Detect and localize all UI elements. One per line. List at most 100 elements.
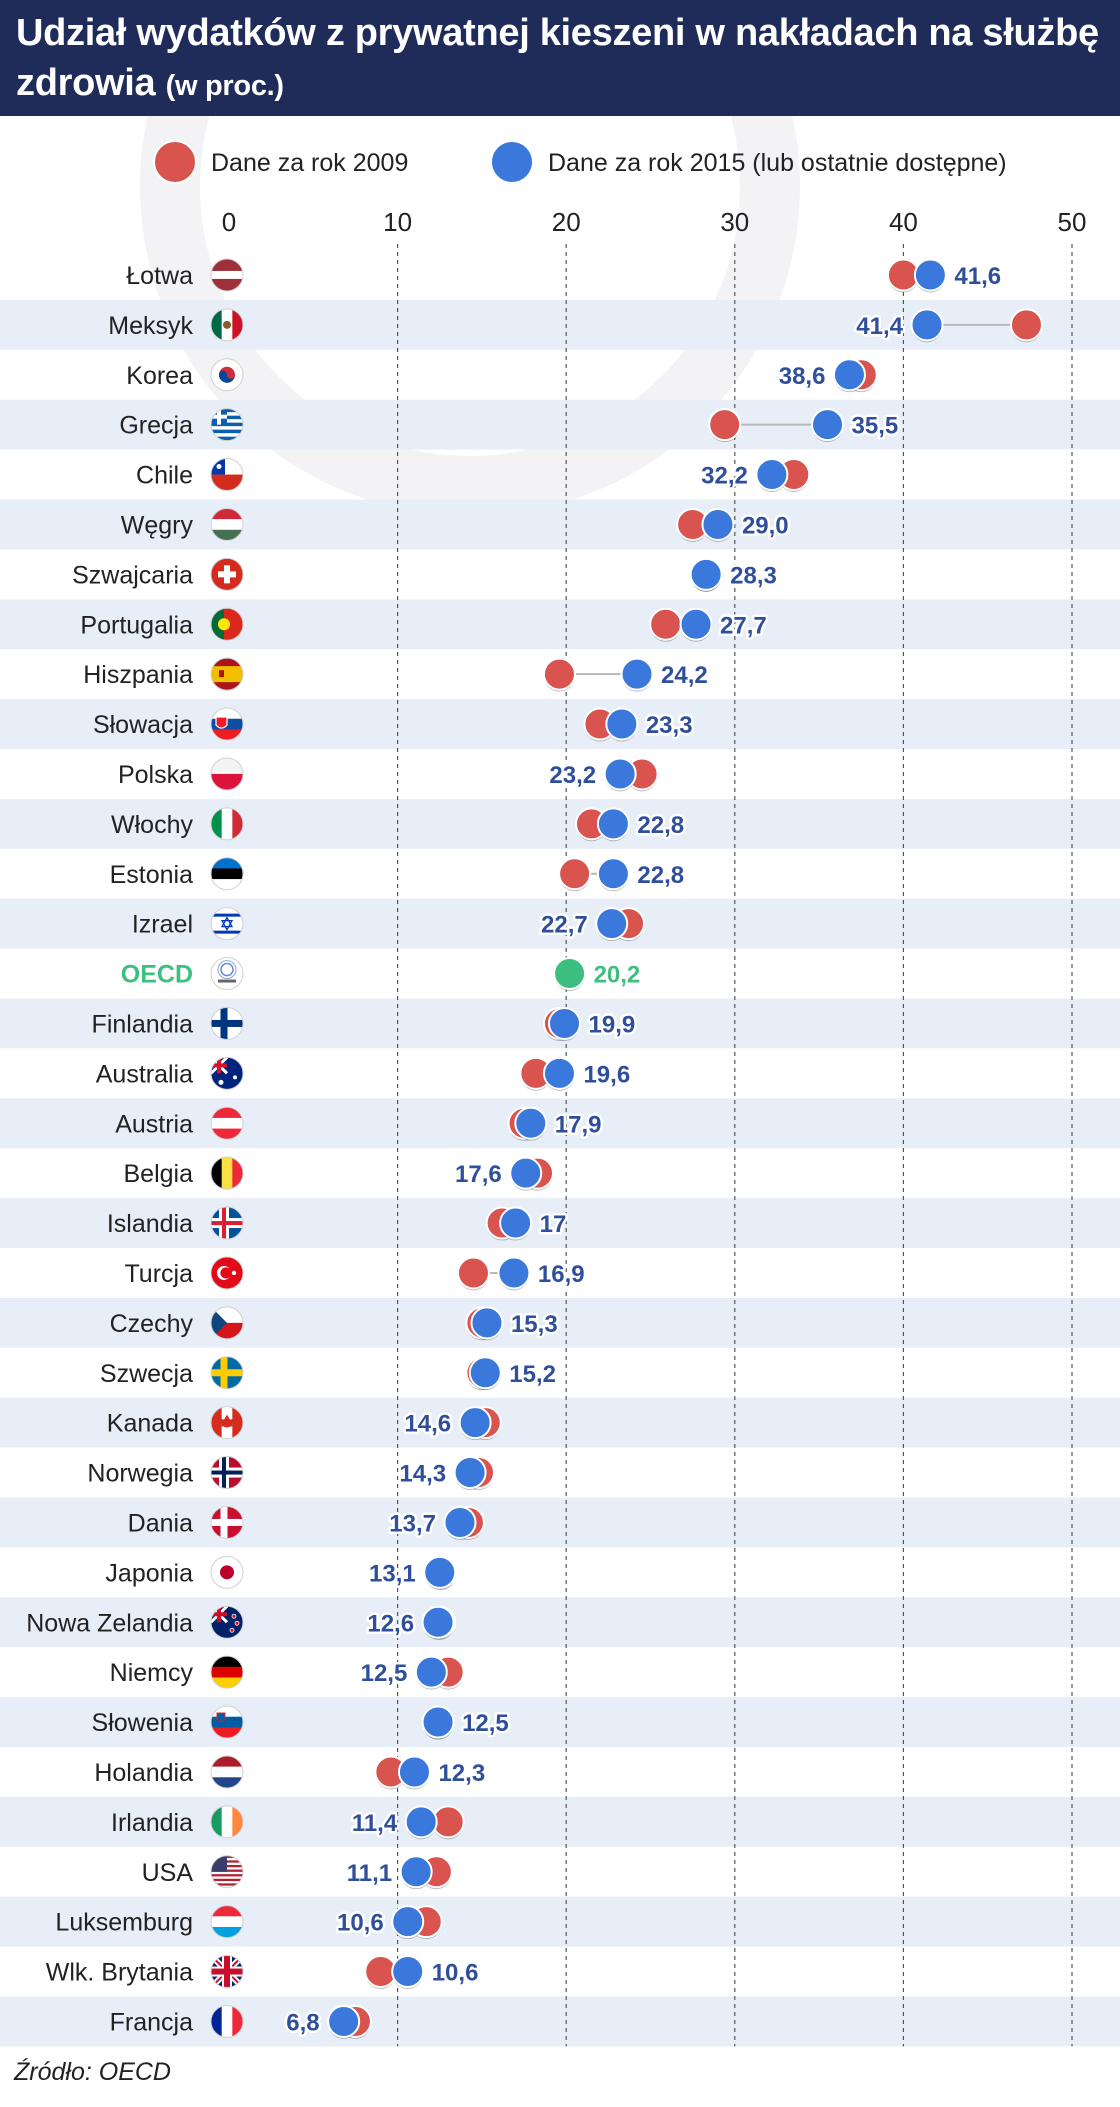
value-label: 17 bbox=[540, 1211, 567, 1238]
country-label: Węgry bbox=[121, 511, 194, 539]
country-label: Estonia bbox=[110, 861, 193, 889]
value-label: 23,3 bbox=[646, 712, 693, 739]
point-2015 bbox=[542, 1056, 576, 1090]
title-unit: (w proc.) bbox=[165, 70, 284, 102]
value-label: 17,9 bbox=[555, 1111, 602, 1138]
value-label: 19,6 bbox=[583, 1061, 630, 1088]
source-note: Źródło: OECD bbox=[14, 2058, 171, 2086]
latvia-flag bbox=[210, 258, 244, 292]
country-label: Czechy bbox=[110, 1310, 194, 1338]
australia-flag bbox=[210, 1056, 244, 1090]
netherlands-flag bbox=[210, 1755, 244, 1789]
sweden-flag bbox=[210, 1356, 244, 1390]
country-label: Japonia bbox=[105, 1559, 193, 1587]
germany-flag bbox=[210, 1655, 244, 1689]
point-2015 bbox=[755, 458, 789, 492]
value-label: 14,6 bbox=[404, 1411, 451, 1438]
ireland-flag bbox=[210, 1805, 244, 1839]
value-label: 10,6 bbox=[432, 1960, 479, 1987]
point-2015 bbox=[421, 1705, 455, 1739]
country-label: Korea bbox=[126, 362, 193, 390]
country-label: Francja bbox=[110, 2008, 193, 2036]
country-label: Grecja bbox=[119, 412, 193, 440]
korea-flag bbox=[210, 358, 244, 392]
x-tick-label: 0 bbox=[222, 207, 236, 237]
x-tick-label: 40 bbox=[889, 207, 918, 237]
row-stripe bbox=[0, 499, 1120, 550]
value-label: 12,5 bbox=[361, 1660, 408, 1687]
uk-flag bbox=[210, 1955, 244, 1989]
country-label: Niemcy bbox=[110, 1659, 194, 1687]
point-2015 bbox=[620, 657, 654, 691]
greece-flag bbox=[210, 408, 244, 442]
value-label: 12,6 bbox=[367, 1610, 414, 1637]
value-label: 11,1 bbox=[347, 1860, 392, 1887]
country-label: OECD bbox=[121, 961, 193, 989]
country-label: Szwecja bbox=[100, 1360, 193, 1388]
value-label: 24,2 bbox=[661, 662, 708, 689]
point-2015 bbox=[470, 1306, 504, 1340]
portugal-flag bbox=[210, 607, 244, 641]
point-2015 bbox=[391, 1905, 425, 1939]
value-label: 41,4 bbox=[856, 313, 903, 340]
country-label: Australia bbox=[96, 1060, 193, 1088]
country-label: Meksyk bbox=[108, 312, 193, 340]
point-2009 bbox=[649, 607, 683, 641]
value-label: 15,2 bbox=[509, 1361, 556, 1388]
point-2009 bbox=[708, 408, 742, 442]
value-label: 23,2 bbox=[549, 762, 596, 789]
row-stripe bbox=[0, 1597, 1120, 1648]
point-2015 bbox=[596, 807, 630, 841]
canada-flag bbox=[210, 1406, 244, 1440]
value-label: 16,9 bbox=[538, 1261, 585, 1288]
point-2015 bbox=[832, 358, 866, 392]
finland-flag bbox=[210, 1006, 244, 1040]
point-2015 bbox=[548, 1006, 582, 1040]
row-stripe bbox=[0, 1198, 1120, 1248]
title-main: Udział wydatków z prywatnej kieszeni w n… bbox=[16, 12, 1099, 104]
point-2009 bbox=[542, 657, 576, 691]
point-2015 bbox=[327, 2004, 361, 2038]
value-label: 41,6 bbox=[954, 263, 1001, 290]
value-label: 11,4 bbox=[352, 1810, 398, 1837]
x-tick-label: 10 bbox=[383, 207, 412, 237]
value-label: 22,8 bbox=[637, 862, 684, 889]
value-label: 12,5 bbox=[462, 1710, 509, 1737]
iceland-flag bbox=[210, 1206, 244, 1240]
value-label: 12,3 bbox=[438, 1760, 485, 1787]
x-tick-label: 30 bbox=[720, 207, 749, 237]
country-label: Luksemburg bbox=[55, 1909, 193, 1937]
point-2015 bbox=[811, 408, 845, 442]
row-stripe bbox=[0, 1697, 1120, 1747]
header-bar bbox=[0, 0, 1120, 116]
point-2015 bbox=[458, 1406, 492, 1440]
estonia-flag bbox=[210, 857, 244, 891]
chile-flag bbox=[210, 458, 244, 492]
point-2015 bbox=[603, 757, 637, 791]
legend-marker bbox=[153, 140, 197, 184]
point-2015 bbox=[910, 308, 944, 342]
czechia-flag bbox=[210, 1306, 244, 1340]
israel-flag bbox=[210, 907, 244, 941]
value-label: 10,6 bbox=[337, 1910, 384, 1937]
legend-label: Dane za rok 2009 bbox=[211, 149, 408, 177]
point-2015 bbox=[689, 557, 723, 591]
row-stripe bbox=[0, 798, 1120, 849]
point-2015 bbox=[397, 1755, 431, 1789]
row-stripe bbox=[0, 1796, 1120, 1847]
value-label: 13,7 bbox=[389, 1510, 436, 1537]
point-2009 bbox=[558, 857, 592, 891]
value-label: 35,5 bbox=[852, 413, 899, 440]
point-2015 bbox=[391, 1955, 425, 1989]
country-label: Słowacja bbox=[93, 711, 193, 739]
value-label: 6,8 bbox=[286, 2009, 319, 2036]
country-label: Izrael bbox=[132, 911, 193, 939]
point-2015 bbox=[701, 507, 735, 541]
point-2015 bbox=[423, 1555, 457, 1589]
slovakia-flag bbox=[210, 707, 244, 741]
row-stripe bbox=[0, 1497, 1120, 1548]
oecd-logo bbox=[210, 957, 244, 991]
point-2015 bbox=[421, 1605, 455, 1639]
point-2015 bbox=[509, 1156, 543, 1190]
country-label: Belgia bbox=[124, 1160, 194, 1188]
